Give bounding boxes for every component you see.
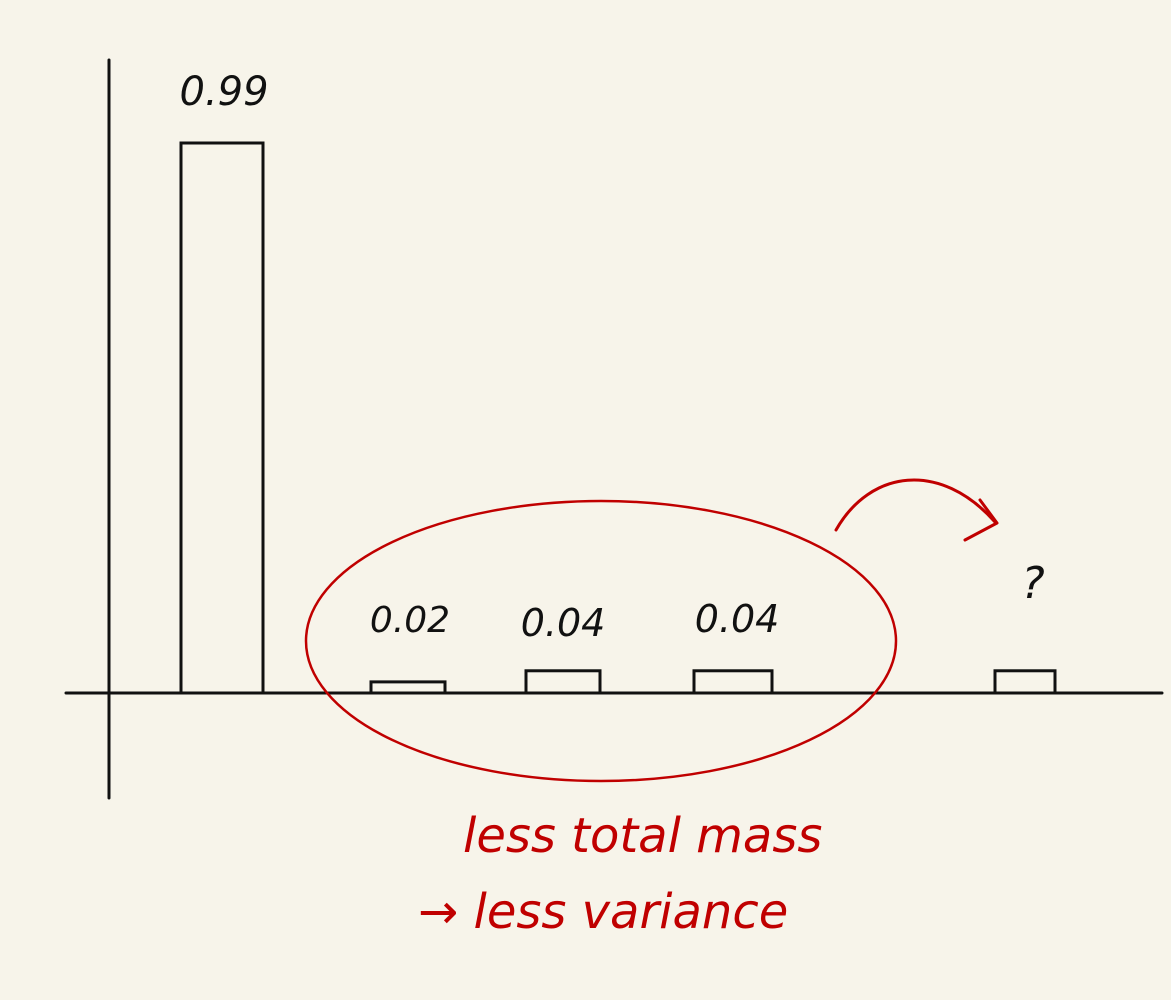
data-label-bar-3: 0.04 <box>521 601 606 645</box>
bars-group <box>179 141 1057 695</box>
annotation-line-2: → less variance <box>418 884 788 940</box>
bar-5 <box>993 669 1057 695</box>
bar-4 <box>692 669 774 695</box>
highlight-ellipse <box>304 499 898 783</box>
bar-2 <box>369 680 447 695</box>
data-label-bar-5: ? <box>1021 558 1044 609</box>
curved-arrow <box>834 478 997 532</box>
bar-1 <box>179 141 265 695</box>
data-label-bar-4: 0.04 <box>695 597 780 641</box>
annotation-line-1: less total mass <box>463 808 822 864</box>
data-label-bar-1: 0.99 <box>179 69 268 115</box>
bar-3 <box>524 669 602 695</box>
curved-arrow-head <box>963 498 999 542</box>
data-label-bar-2: 0.02 <box>370 600 450 641</box>
